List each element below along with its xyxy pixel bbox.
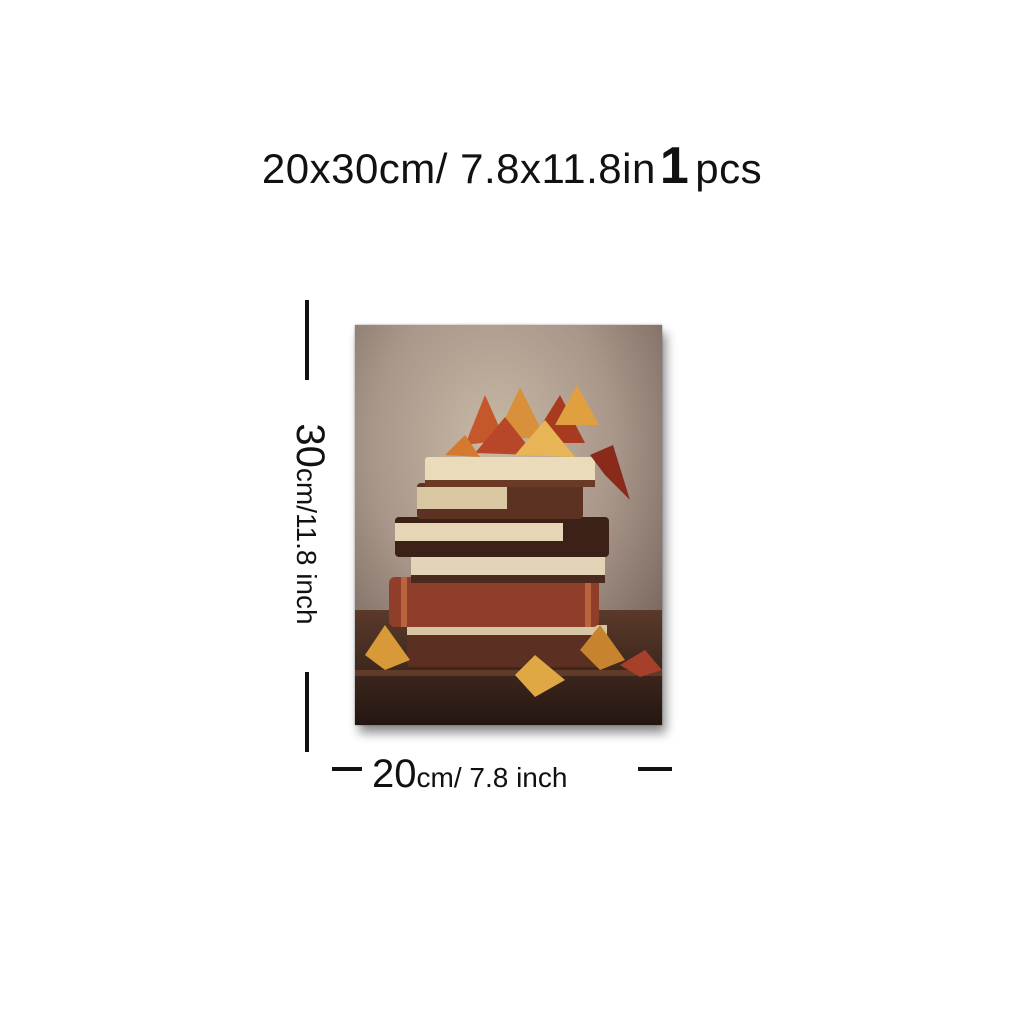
- painting-illustration: [355, 325, 662, 725]
- canvas-painting-book-stack: [355, 325, 662, 725]
- height-dimension-label: 30cm/11.8 inch: [288, 423, 332, 625]
- quantity-number: 1: [659, 137, 690, 195]
- size-text: 20x30cm/ 7.8x11.8in: [261, 145, 656, 192]
- width-dimension-label: 20cm/ 7.8 inch: [372, 752, 567, 800]
- product-size-title: 20x30cm/ 7.8x11.8in1 pcs: [0, 136, 1024, 199]
- width-unit: cm/ 7.8 inch: [416, 762, 568, 793]
- quantity-unit: pcs: [695, 145, 763, 192]
- width-number: 20: [372, 752, 417, 796]
- width-dimension-line-left: [332, 767, 362, 771]
- autumn-leaves: [445, 385, 630, 500]
- height-dimension-line-top: [305, 300, 309, 380]
- width-dimension-line-right: [638, 767, 672, 771]
- height-number: 30: [288, 423, 332, 468]
- height-unit: cm/11.8 inch: [291, 467, 322, 625]
- height-dimension-line-bottom: [305, 672, 309, 752]
